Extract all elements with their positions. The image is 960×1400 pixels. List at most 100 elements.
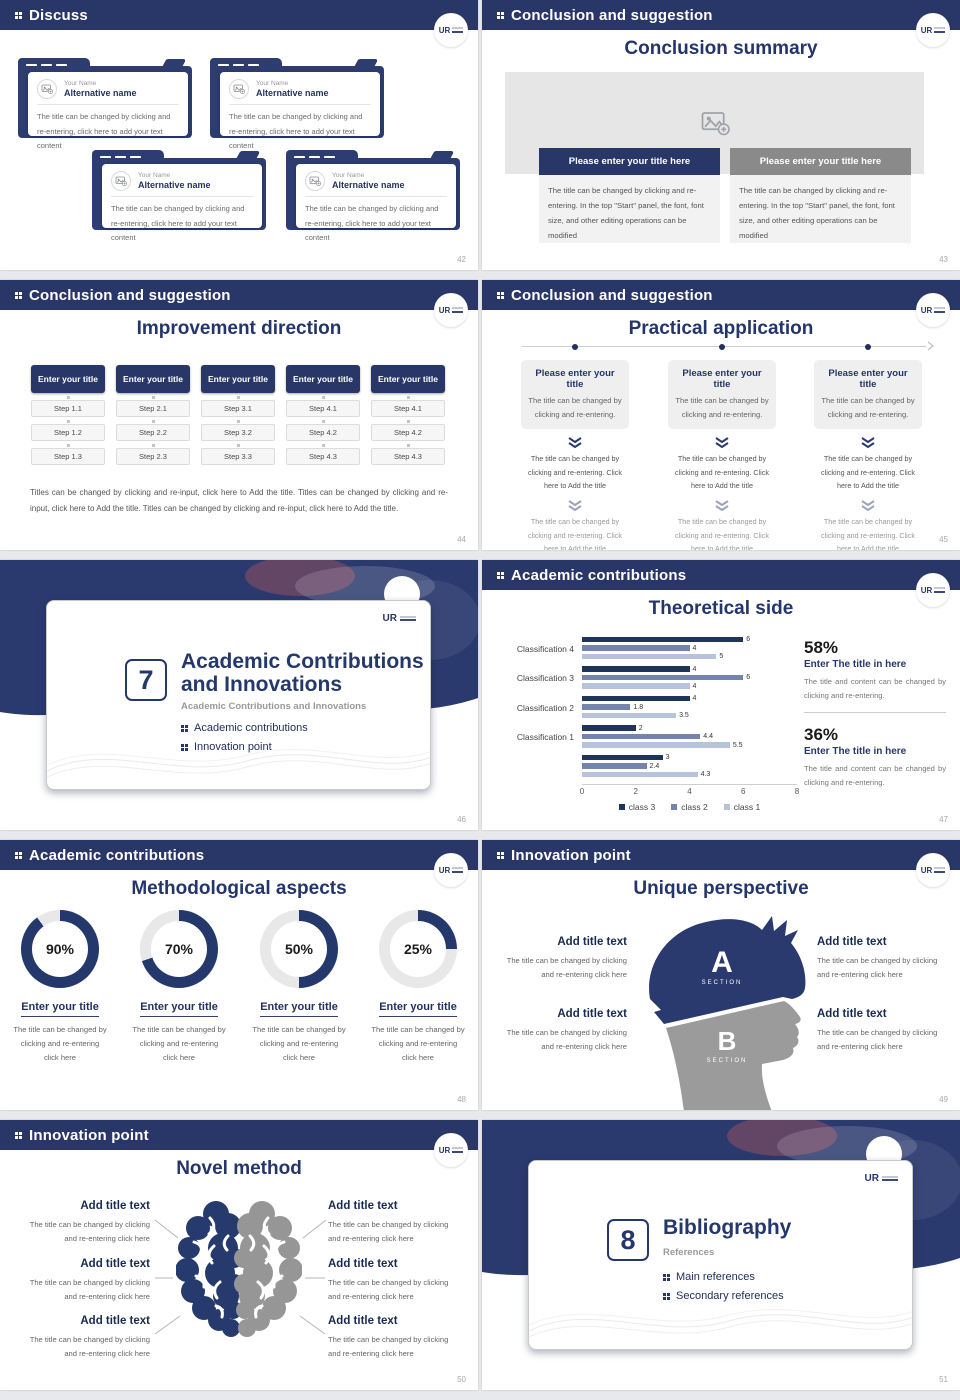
donut-body: The title can be changed by clicking and… <box>13 1025 107 1063</box>
feature-title: Add title text <box>80 1200 150 1212</box>
slide-47-theoretical-side[interactable]: Academic contributions UR Theoretical si… <box>482 560 960 830</box>
slide-44-improvement-direction[interactable]: Conclusion and suggestion UR Improvement… <box>0 280 478 550</box>
step-box: Step 2.2 <box>116 420 190 441</box>
section-card: UR 7 Academic Contributions and Innovati… <box>46 600 431 790</box>
timeline-step-text: The title can be changed by clicking and… <box>821 454 915 490</box>
slide-43-conclusion-summary[interactable]: Conclusion and suggestion UR Conclusion … <box>482 0 960 270</box>
donut-chart: 50% <box>260 910 338 988</box>
slide-50-novel-method[interactable]: Innovation point UR Novel method <box>0 1120 478 1390</box>
university-logo: UR <box>434 1133 468 1167</box>
slide-header-bar: Discuss <box>0 0 478 30</box>
chevron-down-icon <box>568 437 582 449</box>
step-box: Step 1.3 <box>31 444 105 465</box>
bullet-dots-icon <box>181 743 188 751</box>
feature-body: The title can be changed by clicking and… <box>328 1220 449 1244</box>
donut-chart: 25% <box>379 910 457 988</box>
donut-percentage: 25% <box>390 921 446 977</box>
slide-header-title: Academic contributions <box>511 566 687 584</box>
page-number: 51 <box>939 1375 948 1384</box>
bar-chart-legend: class 3 class 2 class 1 <box>582 802 797 812</box>
slide-49-unique-perspective[interactable]: Innovation point UR Unique perspective A… <box>482 840 960 1110</box>
header-dots-icon <box>497 11 504 19</box>
feature-item: Add title text The title can be changed … <box>817 936 942 983</box>
section-a-caption: SECTION <box>702 980 743 986</box>
slide-51-bibliography[interactable]: UR 8 Bibliography References Main refere… <box>482 1120 960 1390</box>
timeline-card: Please enter your title The title can be… <box>521 360 629 430</box>
bar <box>582 725 636 731</box>
bullet-dots-icon <box>181 724 188 732</box>
feature-title: Add title text <box>328 1315 398 1327</box>
section-subtitle: Academic Contributions and Innovations <box>181 701 367 712</box>
image-plus-icon <box>701 112 730 136</box>
card-title: Alternative name <box>256 88 329 98</box>
step-box: Step 1.2 <box>31 420 105 441</box>
donut-title: Enter your title <box>260 1001 338 1017</box>
section-bullet: Main references <box>663 1271 755 1283</box>
page-number: 48 <box>457 1095 466 1104</box>
chevron-down-icon <box>715 500 729 512</box>
image-placeholder-icon <box>111 171 131 191</box>
bar-chart-axis: 0 2 4 6 8 <box>580 783 799 797</box>
slide-48-methodological-aspects[interactable]: Academic contributions UR Methodological… <box>0 840 478 1110</box>
stat-title: Enter The title in here <box>804 659 907 670</box>
slide-title: Conclusion summary <box>624 38 818 59</box>
chevron-down-icon <box>861 500 875 512</box>
slide-header-title: Innovation point <box>29 1126 149 1144</box>
page-number: 49 <box>939 1095 948 1104</box>
feature-title: Add title text <box>328 1258 398 1270</box>
bar-value-label: 5.5 <box>732 741 743 749</box>
slide-42-discuss[interactable]: Discuss UR Your Name Alternative name <box>0 0 478 270</box>
timeline-step-text: The title can be changed by clicking and… <box>528 454 622 490</box>
folder-card: Your Name Alternative name The title can… <box>210 58 384 150</box>
university-logo: UR <box>916 853 950 887</box>
card-name-label: Your Name <box>138 172 171 179</box>
feature-body: The title can be changed by clicking and… <box>506 1028 627 1052</box>
bar <box>582 742 730 748</box>
header-dots-icon <box>15 1131 22 1139</box>
header-dots-icon <box>15 291 22 299</box>
slide-title: Unique perspective <box>633 878 809 899</box>
section-title: Academic Contributions and Innovations <box>181 650 424 696</box>
feature-body: The title can be changed by clicking and… <box>328 1335 449 1359</box>
brain-left-hemisphere <box>176 1201 244 1337</box>
page-number: 42 <box>457 255 466 264</box>
page-number: 50 <box>457 1375 466 1384</box>
bar <box>582 712 677 719</box>
feature-body: The title can be changed by clicking and… <box>817 956 938 980</box>
bar-category-label: Classification 3 <box>516 673 574 684</box>
summary-body-right: The title can be changed by clicking and… <box>730 175 911 243</box>
slide-45-practical-application[interactable]: Conclusion and suggestion UR Practical a… <box>482 280 960 550</box>
section-bullet: Secondary references <box>663 1290 784 1302</box>
stat-block: 36% Enter The title in here The title an… <box>804 725 946 789</box>
slide-header-title: Conclusion and suggestion <box>511 6 713 24</box>
slide-46-section-7[interactable]: UR 7 Academic Contributions and Innovati… <box>0 560 478 830</box>
feature-body: The title can be changed by clicking and… <box>506 956 627 980</box>
step-column: Enter your title Step 4.1 Step 4.2 Step … <box>371 365 445 465</box>
folder-inner-card: Your Name Alternative name The title can… <box>102 164 262 242</box>
feature-title: Add title text <box>328 1200 398 1212</box>
timeline-step-text: The title can be changed by clicking and… <box>675 454 769 490</box>
section-title: Bibliography <box>663 1216 792 1239</box>
bar-value-label: 4.4 <box>703 733 713 740</box>
footer-paragraph: Titles can be changed by clicking and re… <box>30 488 448 513</box>
bar-group: Classification 1 2 4.4 5.5 <box>498 725 797 751</box>
wave-pattern <box>47 749 430 778</box>
slide-header-bar: Academic contributions <box>482 560 960 590</box>
section-subtitle: References <box>663 1247 715 1258</box>
feature-title: Add title text <box>557 1008 627 1020</box>
slide-header-title: Innovation point <box>511 846 631 864</box>
bar <box>582 653 717 660</box>
header-dots-icon <box>497 291 504 299</box>
section-b-caption: SECTION <box>707 1058 748 1064</box>
feature-item: Add title text The title can be changed … <box>502 1008 627 1055</box>
head-silhouette: A SECTION B SECTION <box>649 916 806 1110</box>
donut-percentage: 70% <box>151 921 207 977</box>
timeline-dot <box>719 343 725 350</box>
donut-column: 70% Enter your title The title can be ch… <box>119 910 239 1065</box>
bar-value-label: 4 <box>692 682 697 690</box>
page-number: 43 <box>939 255 948 264</box>
slide-header-bar: Conclusion and suggestion <box>482 280 960 310</box>
university-logo: UR <box>916 573 950 607</box>
legend-item: class 3 <box>618 802 655 812</box>
